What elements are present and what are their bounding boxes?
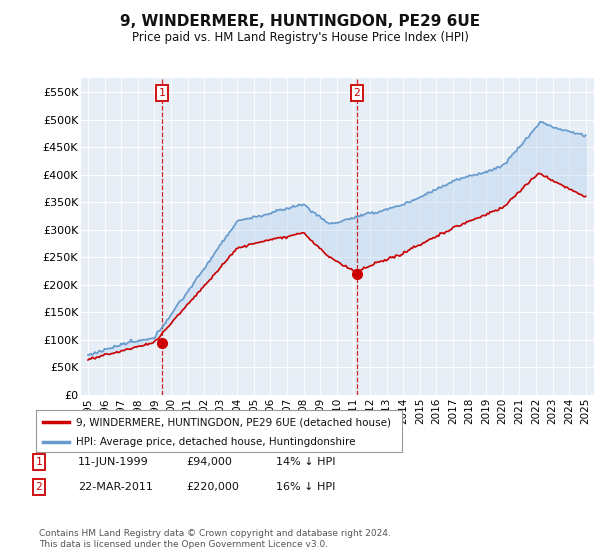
Text: HPI: Average price, detached house, Huntingdonshire: HPI: Average price, detached house, Hunt…: [76, 437, 356, 447]
Text: 16% ↓ HPI: 16% ↓ HPI: [276, 482, 335, 492]
Text: £94,000: £94,000: [186, 457, 232, 467]
Text: £220,000: £220,000: [186, 482, 239, 492]
Text: 14% ↓ HPI: 14% ↓ HPI: [276, 457, 335, 467]
Text: 11-JUN-1999: 11-JUN-1999: [78, 457, 149, 467]
Text: 1: 1: [158, 88, 166, 98]
Text: 9, WINDERMERE, HUNTINGDON, PE29 6UE: 9, WINDERMERE, HUNTINGDON, PE29 6UE: [120, 14, 480, 29]
Text: 9, WINDERMERE, HUNTINGDON, PE29 6UE (detached house): 9, WINDERMERE, HUNTINGDON, PE29 6UE (det…: [76, 417, 391, 427]
Text: 1: 1: [35, 457, 43, 467]
Text: 2: 2: [353, 88, 360, 98]
Text: 2: 2: [35, 482, 43, 492]
Text: Price paid vs. HM Land Registry's House Price Index (HPI): Price paid vs. HM Land Registry's House …: [131, 31, 469, 44]
Text: Contains HM Land Registry data © Crown copyright and database right 2024.
This d: Contains HM Land Registry data © Crown c…: [39, 529, 391, 549]
Text: 22-MAR-2011: 22-MAR-2011: [78, 482, 153, 492]
